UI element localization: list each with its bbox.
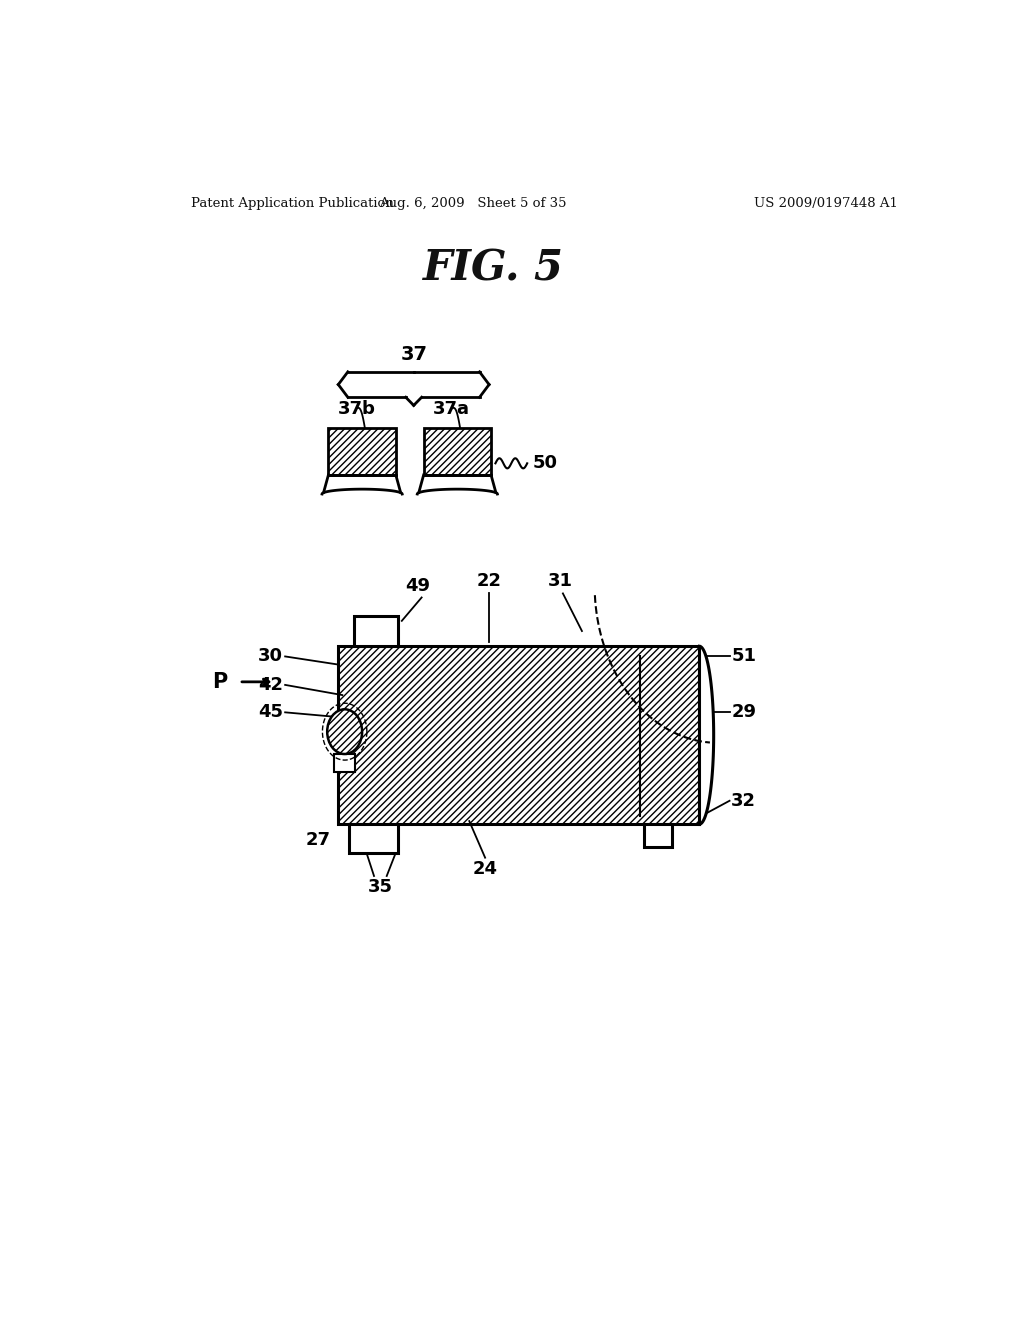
Text: 37: 37 [400,345,427,364]
Text: P: P [212,672,227,692]
Circle shape [328,709,362,754]
Text: Patent Application Publication: Patent Application Publication [191,197,394,210]
Text: 32: 32 [731,792,756,809]
Bar [329,428,396,475]
Text: FIG. 5: FIG. 5 [423,248,563,290]
Text: 29: 29 [731,704,756,721]
Text: Aug. 6, 2009   Sheet 5 of 35: Aug. 6, 2009 Sheet 5 of 35 [380,197,567,210]
Polygon shape [322,475,402,494]
Bar [644,824,672,846]
Bar [424,428,492,475]
Bar [354,615,397,647]
Text: 51: 51 [731,647,756,665]
Text: 27: 27 [305,832,331,849]
Text: US 2009/0197448 A1: US 2009/0197448 A1 [755,197,898,210]
Bar [329,428,396,475]
Polygon shape [417,475,498,494]
Text: 49: 49 [406,577,430,595]
Bar [338,647,699,824]
Text: 45: 45 [258,704,283,721]
Text: 37a: 37a [433,400,470,418]
Text: 50: 50 [532,454,558,473]
Text: 35: 35 [368,878,393,896]
Text: 30: 30 [258,647,283,665]
Bar [338,647,699,824]
Text: 42: 42 [258,676,283,694]
Text: 37b: 37b [338,400,376,418]
Text: 22: 22 [476,573,502,590]
Polygon shape [699,647,714,824]
Text: 24: 24 [473,859,498,878]
Bar [424,428,492,475]
Text: 31: 31 [548,573,573,590]
Bar [334,754,355,772]
Bar [348,824,397,853]
